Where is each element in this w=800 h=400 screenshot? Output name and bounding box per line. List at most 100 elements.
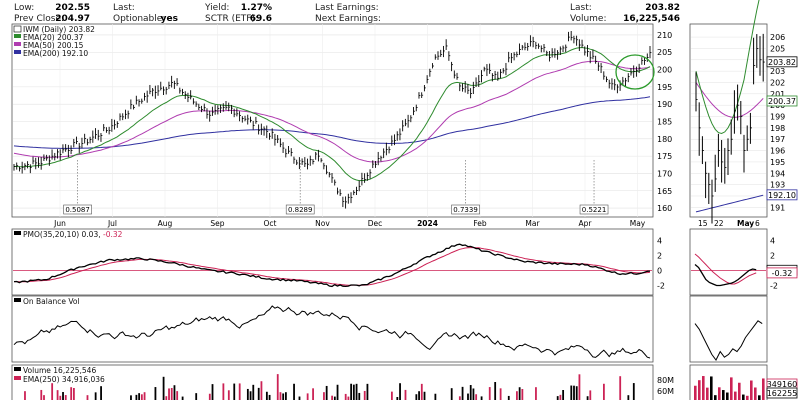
sctr-label: SCTR (ETF):: [205, 14, 258, 24]
volume-bar: [390, 391, 393, 400]
annotation-label: 0.8289: [288, 206, 313, 214]
value-marker-box: [766, 95, 798, 107]
volume-bar: [279, 392, 282, 400]
zoom-volume-bar: [702, 376, 705, 400]
volume-bar: [573, 385, 575, 400]
zoom-volume-bar: [734, 391, 737, 400]
volume-bar: [227, 390, 230, 400]
zoom-tick-label: 205: [770, 44, 785, 53]
volume-bar: [619, 376, 622, 400]
zoom-tick-label: 196: [770, 147, 785, 156]
volume-bar: [578, 374, 581, 400]
zoom-volume-bar: [714, 395, 717, 400]
quote-header: Low: 202.55 Last: Yield: 1.27% Last Earn…: [14, 3, 680, 24]
zoom-x-may: May: [737, 219, 754, 228]
volume-label: Volume:: [570, 14, 607, 24]
volume-panel-frame: [11, 364, 654, 400]
last-label: Last:: [113, 3, 135, 13]
price-bars: [13, 30, 655, 209]
volume-bar: [575, 386, 578, 400]
annotations: 0.5087 0.8289 0.7339 0.5221: [63, 160, 609, 215]
zoom-price-chart: [691, 0, 766, 224]
volume-bar: [521, 388, 524, 400]
volume-bar: [507, 395, 510, 400]
value-marker-label: 162255: [767, 389, 798, 398]
legend-ema50: EMA(50) 200.15: [23, 41, 84, 50]
zoom-tick-label: 202: [770, 78, 785, 87]
annotation-box: [285, 204, 315, 215]
volume-bar: [469, 385, 472, 400]
volume-bar: [211, 384, 214, 400]
yield-value: 1.27%: [241, 3, 272, 13]
volume-bar: [143, 392, 146, 400]
volume-bar: [208, 393, 211, 400]
volume-bar: [130, 395, 132, 400]
zoom-ema20-line: [695, 0, 760, 135]
volume-bar: [24, 391, 26, 400]
pmo-tick-label: 2: [657, 252, 662, 261]
price-tick-label: 160: [657, 204, 672, 213]
month-axis: Jun Jul Aug Sep Oct Nov Dec 2024 Feb Mar Apr May: [53, 219, 646, 228]
price-legend: IWM (Daily) 203.82 EMA(20) 200.37 EMA(50…: [13, 25, 95, 58]
volume-bar: [195, 393, 198, 400]
value-marker-box: [766, 267, 798, 279]
volume-bar: [535, 387, 537, 400]
volume-bar: [415, 394, 418, 400]
zoom-volume-bar: [742, 394, 745, 400]
volume-bar: [70, 387, 73, 400]
ema200-line: [13, 96, 651, 149]
volume-bar: [238, 383, 241, 400]
price-tick-label: 210: [657, 31, 672, 40]
legend-pmo: PMO(35,20,10) 0.03, -0.32: [23, 230, 123, 239]
zoom-tick-label: 191: [770, 203, 785, 212]
volume-bar: [358, 392, 361, 400]
volume-bar: [298, 396, 301, 400]
month-label: Jun: [53, 219, 66, 228]
value-marker-label: 349160: [767, 380, 798, 389]
obv-chart: [13, 305, 763, 361]
zoom-pmo-frame: [689, 228, 768, 296]
volume-bar: [62, 392, 64, 400]
volume-bar: [518, 387, 521, 400]
volume-swatch: [14, 367, 21, 371]
zoom-x-15: 15: [698, 219, 708, 228]
volume-bar: [331, 395, 333, 400]
volume-bar: [461, 386, 464, 400]
month-label: Jul: [107, 219, 117, 228]
zoom-volume-bar: [746, 395, 749, 400]
annotation-box: [63, 204, 92, 215]
zoom-tick-label: 195: [770, 158, 785, 167]
prev-close-value: 204.97: [55, 14, 90, 24]
value-marker-label: 203.82: [768, 58, 796, 67]
prev-close-label: Prev Close:: [14, 14, 64, 24]
volume-bar: [404, 389, 407, 400]
zoom-volume-bar: [738, 382, 741, 400]
volume-bar: [282, 393, 285, 400]
volume-legend: Volume 16,225,546 EMA(250) 34,916,036: [14, 366, 105, 384]
annotation-box: [579, 204, 609, 215]
volume-bar: [268, 394, 271, 400]
month-label: Apr: [579, 219, 593, 228]
volume-bar: [138, 393, 141, 400]
optionable-value: yes: [161, 14, 178, 24]
zoom-obv-frame: [689, 295, 768, 363]
volume-bar: [556, 396, 559, 400]
price-tick-label: 175: [657, 152, 672, 161]
volume-bar: [246, 388, 249, 400]
volume-bar: [222, 383, 225, 400]
price-panel-frame: [11, 23, 654, 218]
ema50-line: [13, 60, 651, 163]
last-price-label: Last:: [570, 3, 592, 13]
zoom-tick-label: 198: [770, 124, 785, 133]
volume-bar: [632, 383, 635, 400]
volume-bar: [56, 390, 59, 400]
price-tick-label: 165: [657, 187, 672, 196]
annotation-label: 0.5087: [65, 206, 90, 214]
price-tick-label: 170: [657, 169, 672, 178]
volume-bar: [458, 396, 461, 400]
volume-bar: [350, 383, 353, 400]
zoom-volume-bar: [730, 377, 733, 400]
price-tick-label: 195: [657, 83, 672, 92]
zoom-volume-bar: [722, 390, 725, 400]
